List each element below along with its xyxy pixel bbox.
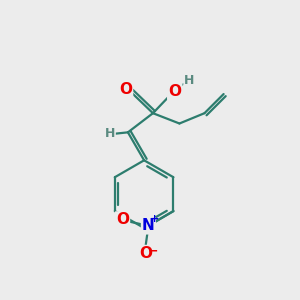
Text: O: O	[168, 84, 181, 99]
Text: N: N	[142, 218, 155, 233]
Text: H: H	[184, 74, 195, 87]
Text: −: −	[148, 245, 158, 258]
Text: O: O	[139, 246, 152, 261]
Text: O: O	[119, 82, 132, 97]
Text: H: H	[104, 127, 115, 140]
Text: O: O	[116, 212, 129, 227]
Text: +: +	[150, 214, 160, 224]
